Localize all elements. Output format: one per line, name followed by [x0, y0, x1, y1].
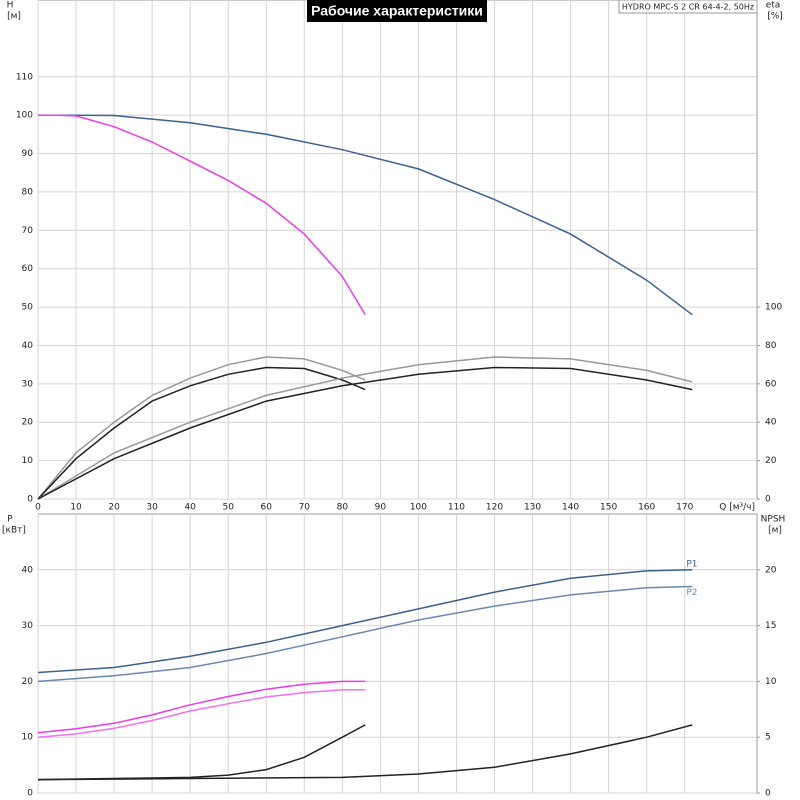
x-tick-label: 80: [337, 503, 349, 513]
curve: [37, 356, 366, 500]
x-tick-label: 150: [600, 503, 617, 513]
x-tick-label: 170: [676, 503, 693, 513]
curve: [37, 356, 693, 500]
y2-tick-label: 5: [765, 733, 771, 743]
y-tick-label: 0: [27, 789, 33, 799]
y-tick-label: 20: [22, 418, 34, 428]
x-tick-label: 90: [375, 503, 387, 513]
y2-tick-label: 20: [765, 565, 777, 575]
y-tick-label: 40: [22, 341, 34, 351]
x-tick-label: 30: [146, 503, 158, 513]
y2-tick-label: 80: [765, 341, 777, 351]
y-tick-label: 100: [16, 111, 33, 121]
y2-tick-label: 15: [765, 621, 776, 631]
curve: [37, 680, 366, 734]
y2-axis-label: eta: [766, 1, 781, 11]
curve: [37, 689, 366, 738]
y-tick-label: 110: [16, 72, 33, 82]
y-axis-label: P: [7, 515, 13, 525]
x-tick-label: 70: [299, 503, 311, 513]
x-tick-label: 100: [410, 503, 427, 513]
x-tick-label: 160: [638, 503, 655, 513]
curve: [38, 114, 366, 316]
curve: [37, 366, 366, 500]
y2-axis-unit: [%]: [767, 12, 783, 22]
y-tick-label: 30: [22, 379, 34, 389]
y2-axis-label: NPSH: [761, 515, 786, 525]
model-label: HYDRO MPC-S 2 CR 64-4-2, 50Hz: [622, 3, 754, 12]
x-tick-label: 60: [261, 503, 273, 513]
y2-tick-label: 0: [765, 789, 771, 799]
x-axis-label: Q [м³/ч]: [719, 503, 755, 513]
y2-tick-label: 60: [765, 379, 777, 389]
y-axis-unit: [кВт]: [2, 526, 26, 536]
chart-title: Рабочие характеристики: [311, 3, 483, 19]
model-box: [618, 0, 758, 14]
y-tick-label: 50: [22, 303, 34, 313]
curve: [37, 569, 693, 674]
bottom-plot-frame: [37, 513, 758, 794]
y-tick-label: 10: [22, 456, 34, 466]
y-tick-label: 70: [22, 226, 34, 236]
y2-tick-label: 20: [765, 456, 777, 466]
curve-label: P1: [686, 559, 697, 569]
y-tick-label: 10: [22, 733, 34, 743]
y-tick-label: 0: [27, 495, 33, 505]
x-tick-label: 50: [222, 503, 234, 513]
curve: [37, 724, 693, 781]
curve: [37, 724, 366, 781]
title-box: [307, 0, 487, 22]
curve: [37, 585, 693, 683]
y2-tick-label: 40: [765, 418, 777, 428]
x-tick-label: 40: [184, 503, 196, 513]
y-axis-label: H: [7, 1, 14, 11]
plots: 0 10 20 30 40 50 60 70 80 90 100 110 120 130 140 150 160…: [2, 0, 785, 799]
y2-axis-unit: [м]: [768, 526, 782, 536]
x-tick-label: 120: [486, 503, 503, 513]
curve: [38, 114, 693, 316]
x-tick-label: 20: [108, 503, 120, 513]
y-tick-label: 30: [22, 621, 34, 631]
x-tick-label: 0: [35, 503, 41, 513]
top-plot-frame: [37, 0, 758, 500]
x-tick-label: 10: [70, 503, 82, 513]
x-tick-label: 110: [448, 503, 465, 513]
y-tick-label: 90: [22, 149, 34, 159]
curve-label: P2: [686, 588, 697, 598]
y-tick-label: 40: [22, 565, 34, 575]
y2-tick-label: 10: [765, 677, 777, 687]
y-tick-label: 80: [22, 187, 34, 197]
y2-tick-label: 0: [765, 495, 771, 505]
y-tick-label: 20: [22, 677, 34, 687]
x-tick-label: 130: [524, 503, 541, 513]
y-tick-label: 60: [22, 264, 34, 274]
curve: [37, 366, 693, 500]
y2-tick-label: 100: [765, 303, 782, 313]
x-tick-label: 140: [562, 503, 579, 513]
y-axis-unit: [м]: [7, 12, 21, 22]
